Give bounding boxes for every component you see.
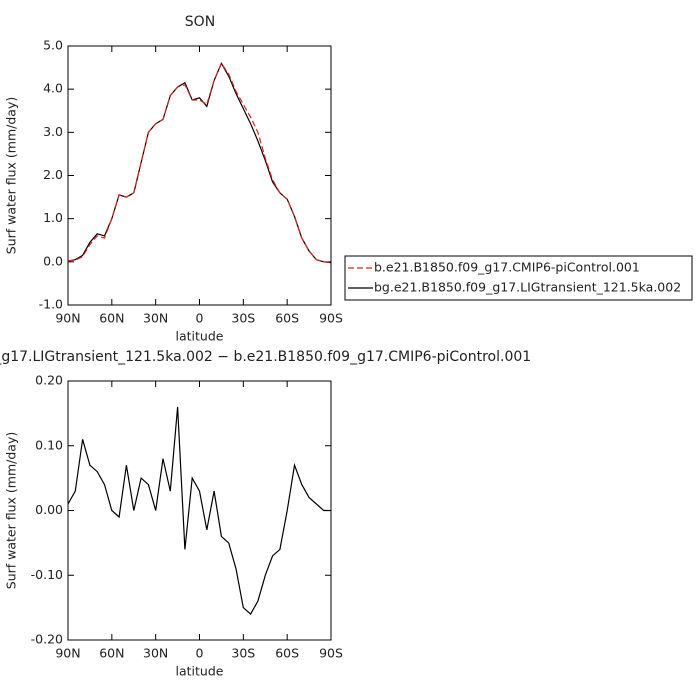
y-axis-label: Surf water flux (mm/day) [4,432,19,589]
x-tick-label: 90N [55,311,80,326]
series-line [67,406,331,616]
y-tick-label: 2.0 [43,167,63,182]
x-tick-label: 60S [275,311,299,326]
y-tick-label: 5.0 [43,38,63,53]
x-tick-label: 0 [196,311,204,326]
y-tick-label: 0.00 [35,502,63,517]
plot-frame [67,45,332,306]
y-tick-label: -0.20 [31,632,63,647]
x-tick-label: 0 [196,646,204,661]
x-tick-label: 30S [231,646,255,661]
legend-label: bg.e21.B1850.f09_g17.LIGtransient_121.5k… [374,280,681,295]
y-tick-label: 3.0 [43,124,63,139]
legend-box [344,255,693,301]
series-line [67,61,332,264]
x-tick-label: 90S [319,311,343,326]
plot-frame [67,380,332,641]
legend-label: b.e21.B1850.f09_g17.CMIP6-piControl.001 [374,260,640,275]
x-tick-label: 60S [275,646,299,661]
y-axis-label: Surf water flux (mm/day) [4,97,19,254]
x-axis-label: latitude [176,329,224,344]
x-tick-label: 30N [143,646,168,661]
y-tick-label: -1.0 [39,297,63,312]
x-tick-label: 60N [99,311,124,326]
chart-title: bg.e21.B1850.f09_g17.LIGtransient_121.5k… [0,349,531,365]
x-tick-label: 60N [99,646,124,661]
x-tick-label: 30N [143,311,168,326]
y-tick-label: 4.0 [43,81,63,96]
y-tick-label: 0.20 [35,373,63,388]
chart-title: SON [185,14,215,30]
x-axis-label: latitude [176,664,224,679]
y-tick-label: -0.10 [31,567,63,582]
y-tick-label: 0.10 [35,437,63,452]
series-line [67,62,332,264]
y-tick-label: 1.0 [43,210,63,225]
y-tick-label: 0.0 [43,253,63,268]
x-tick-label: 30S [231,311,255,326]
x-tick-label: 90N [55,646,80,661]
x-tick-label: 90S [319,646,343,661]
